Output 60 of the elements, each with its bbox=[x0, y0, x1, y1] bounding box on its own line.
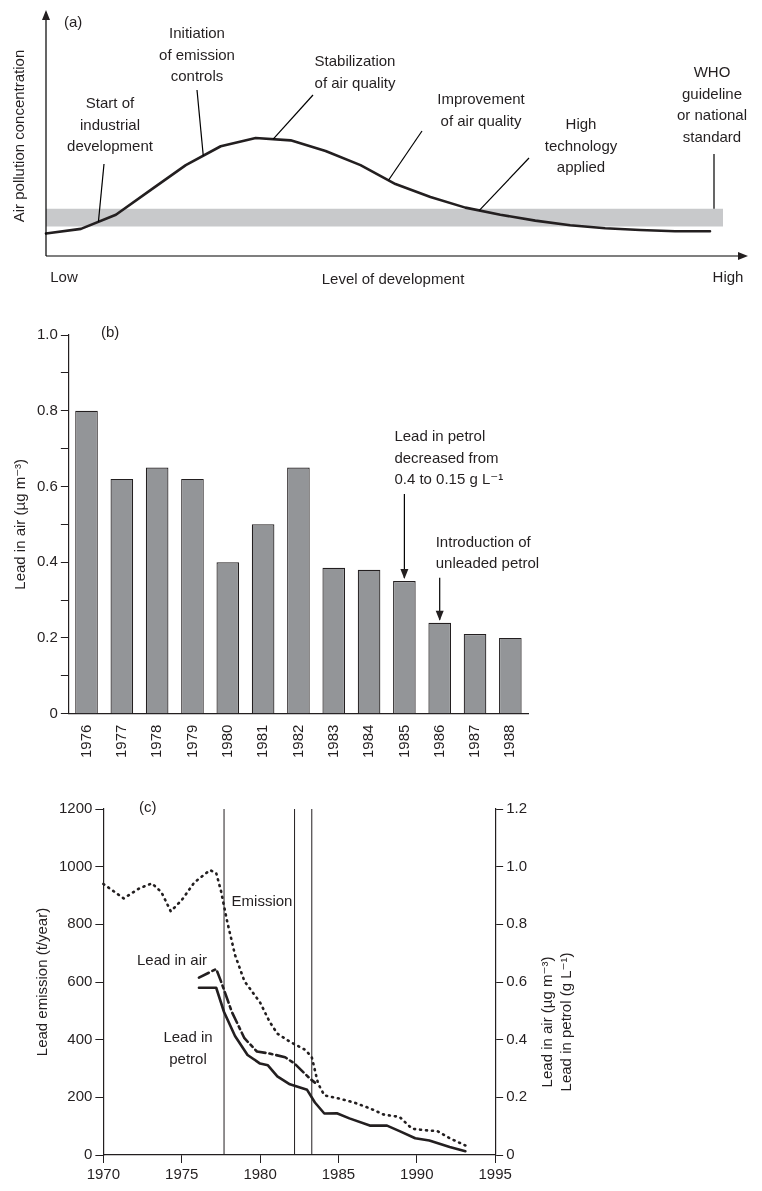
x-tick-label: 1985 bbox=[321, 1165, 356, 1183]
x-tick-label: 1982 bbox=[288, 724, 306, 759]
y2-tick-label: 0.4 bbox=[506, 1029, 528, 1047]
y2-tick-label: 0 bbox=[506, 1145, 515, 1163]
y-tick-label: 0.2 bbox=[36, 628, 58, 646]
x-tick-label: 1986 bbox=[429, 724, 447, 759]
chart-title: (c) bbox=[139, 798, 157, 816]
x-tick-label: 1979 bbox=[182, 724, 200, 759]
series-label: Lead in air bbox=[136, 951, 208, 969]
y-tick-label: 0.8 bbox=[36, 400, 58, 418]
x-tick-label: 1990 bbox=[400, 1165, 434, 1183]
y2-tick-label: 0.2 bbox=[506, 1087, 528, 1105]
y-tick-label: 1200 bbox=[58, 799, 93, 817]
y-axis-title: Air pollution concentration bbox=[10, 49, 28, 223]
y-tick-label: 0 bbox=[49, 703, 58, 721]
x-tick-label: 1984 bbox=[359, 724, 377, 759]
y-tick-label: 0.6 bbox=[36, 476, 58, 494]
band-label: WHO guideline or national standard bbox=[676, 63, 748, 145]
text: Low bbox=[50, 268, 78, 286]
y2-tick-label: 0.6 bbox=[506, 972, 528, 990]
series-label: Emission bbox=[231, 892, 293, 910]
x-tick-label: 1983 bbox=[323, 724, 341, 759]
text: High bbox=[712, 268, 744, 286]
y2-tick-label: 1.0 bbox=[506, 856, 528, 874]
x-tick-label: 1980 bbox=[217, 724, 235, 759]
y-tick-label: 800 bbox=[67, 914, 93, 932]
text: Initiation of emission controls bbox=[159, 24, 235, 85]
annotation: Start of industrial development bbox=[67, 94, 154, 155]
y-tick-label: 400 bbox=[67, 1029, 93, 1047]
y-tick-label: 600 bbox=[67, 972, 93, 990]
annotation: Lead in petrol decreased from 0.4 to 0.15 g L⁻¹ bbox=[394, 427, 504, 488]
y-axis-title: Lead emission (t/year) bbox=[33, 907, 51, 1057]
y2-tick-label: 0.8 bbox=[506, 914, 528, 932]
series-label: Lead in petrol bbox=[163, 1028, 213, 1067]
y-tick-label: 1.0 bbox=[36, 325, 58, 343]
annotation: High technology applied bbox=[544, 115, 618, 176]
y-tick-label: 1000 bbox=[58, 856, 93, 874]
x-tick-label: 1978 bbox=[147, 724, 165, 759]
x-tick-label: 1995 bbox=[478, 1165, 512, 1183]
x-tick-label: 1981 bbox=[253, 724, 271, 759]
y-tick-label: 0 bbox=[84, 1145, 93, 1163]
chart-title: (b) bbox=[101, 323, 120, 341]
x-axis-title: Level of development bbox=[321, 270, 466, 288]
y-tick-label: 0.4 bbox=[36, 552, 58, 570]
x-tick-label: 1976 bbox=[76, 724, 94, 759]
x-tick-label: 1975 bbox=[165, 1165, 199, 1183]
y2-axis-title: Lead in air (µg m⁻³) Lead in petrol (g L⁻¹) bbox=[538, 952, 575, 1092]
x-tick-label: 1970 bbox=[86, 1165, 121, 1183]
chart-title: (a) bbox=[64, 13, 83, 31]
y-axis-title: Lead in air (µg m⁻³) bbox=[11, 458, 29, 590]
text: Improvement of air quality bbox=[437, 90, 526, 129]
annotation: Introduction of unleaded petrol bbox=[435, 532, 540, 572]
y-tick-label: 200 bbox=[67, 1087, 93, 1105]
x-tick-label: 1977 bbox=[111, 724, 129, 759]
text: Stabilization of air quality bbox=[314, 52, 396, 91]
x-tick-label: 1988 bbox=[500, 724, 518, 759]
x-tick-label: 1980 bbox=[243, 1165, 277, 1183]
x-tick-label: 1987 bbox=[465, 724, 483, 759]
y2-tick-label: 1.2 bbox=[506, 799, 528, 817]
x-tick-label: 1985 bbox=[394, 724, 412, 759]
